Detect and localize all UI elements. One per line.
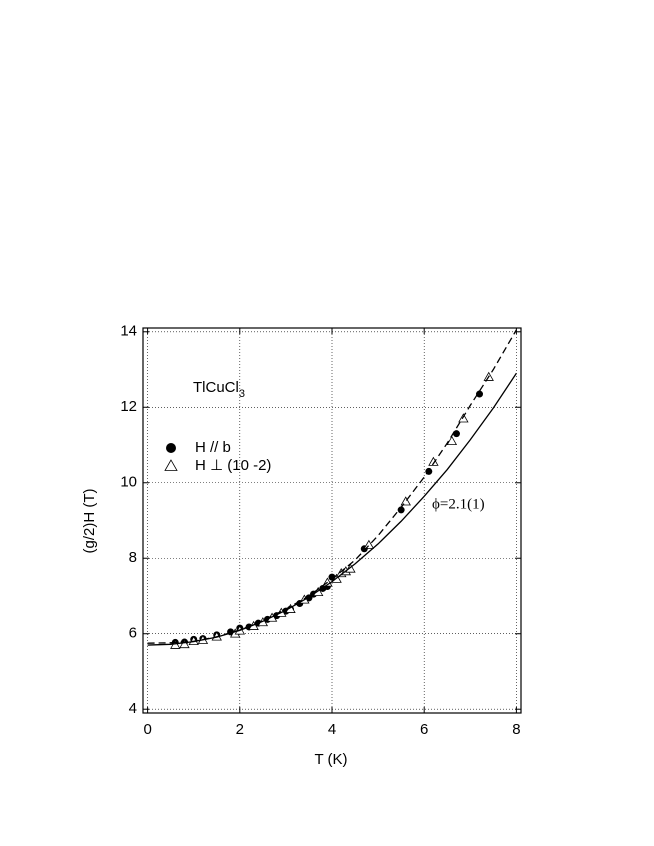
x-axis-label: T (K) — [314, 751, 347, 768]
sample-subscript: 3 — [239, 388, 245, 400]
x-tick-label: 6 — [420, 721, 428, 738]
data-point — [400, 496, 411, 506]
x-tick-label: 2 — [236, 721, 244, 738]
sample-name: TlCuCl — [193, 379, 239, 396]
legend-marker — [166, 443, 176, 453]
x-tick-label: 4 — [328, 721, 336, 738]
data-point — [446, 435, 458, 446]
y-tick-label: 4 — [129, 700, 137, 717]
y-tick-label: 8 — [129, 549, 137, 566]
legend-label: H ⊥ (10 -2) — [195, 457, 271, 474]
y-tick-label: 10 — [120, 474, 137, 491]
legend-marker — [164, 459, 178, 471]
y-tick-label: 12 — [120, 398, 137, 415]
sample-label: TlCuCl3 — [193, 379, 245, 400]
data-point — [476, 390, 484, 398]
y-axis-label: (g/2)H (T) — [81, 489, 98, 554]
x-tick-label: 0 — [143, 721, 151, 738]
legend-label: H // b — [195, 439, 231, 456]
plot-frame — [142, 327, 522, 714]
annotation: ϕ=2.1(1) — [432, 496, 485, 512]
data-point — [458, 413, 469, 423]
y-tick-label: 6 — [129, 625, 137, 642]
data-point — [179, 638, 190, 649]
data-point — [428, 456, 439, 466]
data-point — [452, 430, 460, 438]
x-tick-label: 8 — [512, 721, 520, 738]
data-point — [397, 506, 405, 514]
data-point — [363, 539, 375, 549]
fit-line — [147, 329, 517, 644]
y-tick-label: 14 — [120, 323, 137, 340]
